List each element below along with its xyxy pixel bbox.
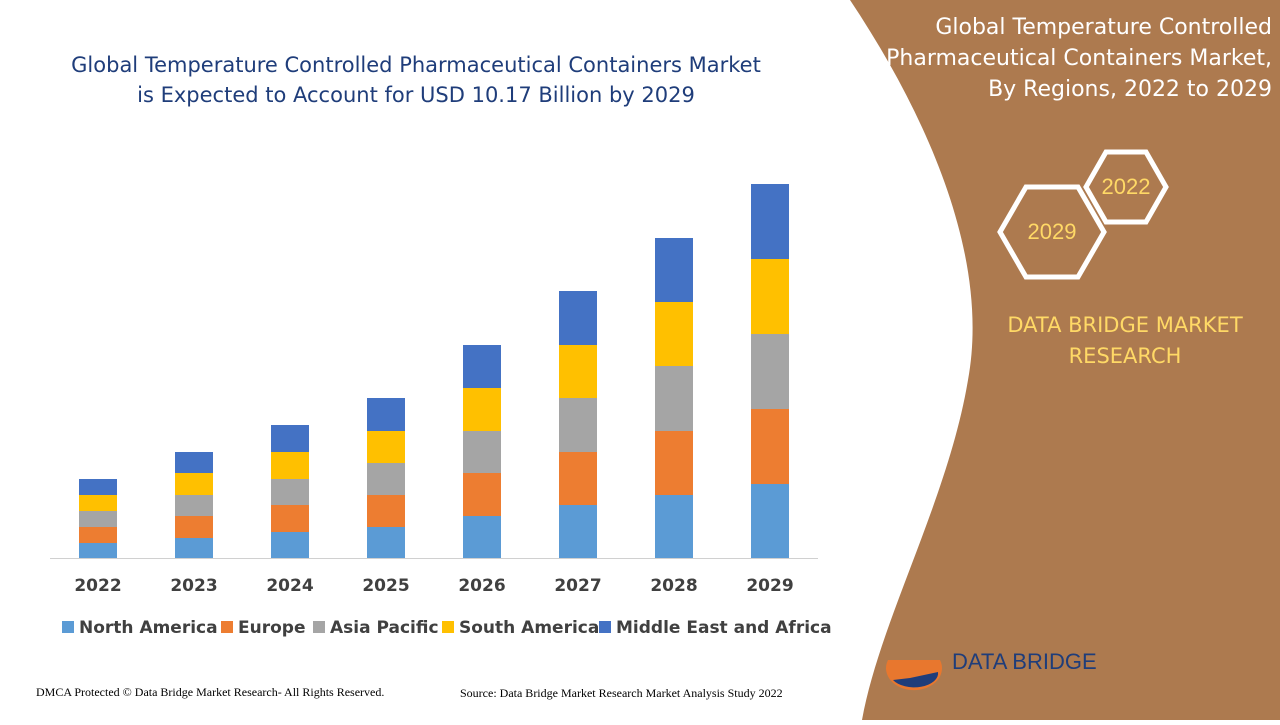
bar-segment xyxy=(463,431,501,473)
hex-label: 2029 xyxy=(1028,219,1077,244)
logo-mark xyxy=(893,672,939,688)
bar-segment xyxy=(463,516,501,558)
bar-segment xyxy=(175,452,213,473)
legend-swatch xyxy=(442,621,454,633)
bar-segment xyxy=(463,473,501,516)
x-tick-label: 2024 xyxy=(266,576,313,596)
bar-segment xyxy=(751,409,789,484)
x-tick-label: 2028 xyxy=(650,576,697,596)
bar-segment xyxy=(79,543,117,558)
legend-label: North America xyxy=(79,618,218,638)
bar-segment xyxy=(751,334,789,409)
bar-segment xyxy=(655,302,693,366)
x-tick-label: 2027 xyxy=(554,576,601,596)
bar-segment xyxy=(79,527,117,543)
bar-segment xyxy=(655,366,693,431)
bar-segment xyxy=(463,388,501,431)
legend-label: Middle East and Africa xyxy=(616,618,832,638)
bar-segment xyxy=(367,463,405,495)
bar-segment xyxy=(271,452,309,479)
bar-segment xyxy=(79,511,117,527)
bar-segment xyxy=(367,495,405,527)
footer-left: DMCA Protected © Data Bridge Market Rese… xyxy=(36,685,384,699)
title-box: Global Temperature Controlled Pharmaceut… xyxy=(71,53,761,107)
legend-label: South America xyxy=(459,618,599,638)
bar-segment xyxy=(175,516,213,538)
hexagon xyxy=(1083,149,1169,225)
bar-segment xyxy=(79,479,117,495)
hex-label: 2022 xyxy=(1102,174,1151,199)
bar-segment xyxy=(175,538,213,558)
bar-segment xyxy=(655,431,693,495)
bar-segment xyxy=(751,484,789,558)
bar-segment xyxy=(175,473,213,495)
bar-segment xyxy=(367,527,405,558)
bar-segment xyxy=(175,495,213,516)
panel-title-box: Global Temperature Controlled Pharmaceut… xyxy=(886,15,1272,102)
chart-title: Global Temperature Controlled Pharmaceut… xyxy=(71,53,761,107)
bar-segment xyxy=(559,452,597,505)
bar-segment xyxy=(463,345,501,388)
bar-segment xyxy=(559,505,597,558)
legend-label: Europe xyxy=(238,618,305,638)
brand-box: DATA BRIDGE MARKET RESEARCH xyxy=(1007,313,1243,368)
bar-segment xyxy=(79,495,117,511)
bar-segment xyxy=(367,398,405,431)
x-tick-label: 2026 xyxy=(458,576,505,596)
legend-swatch xyxy=(313,621,325,633)
bar-segment xyxy=(751,259,789,334)
hexagon xyxy=(997,184,1107,280)
bar-segment xyxy=(271,532,309,558)
x-tick-label: 2025 xyxy=(362,576,409,596)
bar-segment xyxy=(271,425,309,452)
footer-right: Source: Data Bridge Market Research Mark… xyxy=(460,686,783,700)
bar-segment xyxy=(271,479,309,505)
legend-swatch xyxy=(599,621,611,633)
brand: DATA BRIDGE MARKET RESEARCH xyxy=(1007,313,1243,368)
x-tick-label: 2023 xyxy=(170,576,217,596)
panel-title: Global Temperature Controlled Pharmaceut… xyxy=(886,15,1272,102)
x-tick-label: 2029 xyxy=(746,576,793,596)
bar-segment xyxy=(559,345,597,398)
x-tick-label: 2022 xyxy=(74,576,121,596)
bar-segment xyxy=(271,505,309,532)
legend-swatch xyxy=(62,621,74,633)
bar-segment xyxy=(367,431,405,463)
side-panel xyxy=(850,0,1280,720)
bar-segment xyxy=(559,291,597,345)
bar-segment xyxy=(655,238,693,302)
legend-swatch xyxy=(221,621,233,633)
bar-segment xyxy=(751,184,789,259)
legend-label: Asia Pacific xyxy=(330,618,439,638)
bar-segment xyxy=(559,398,597,452)
bar-segment xyxy=(655,495,693,558)
logo-text: DATA BRIDGE xyxy=(952,649,1097,674)
